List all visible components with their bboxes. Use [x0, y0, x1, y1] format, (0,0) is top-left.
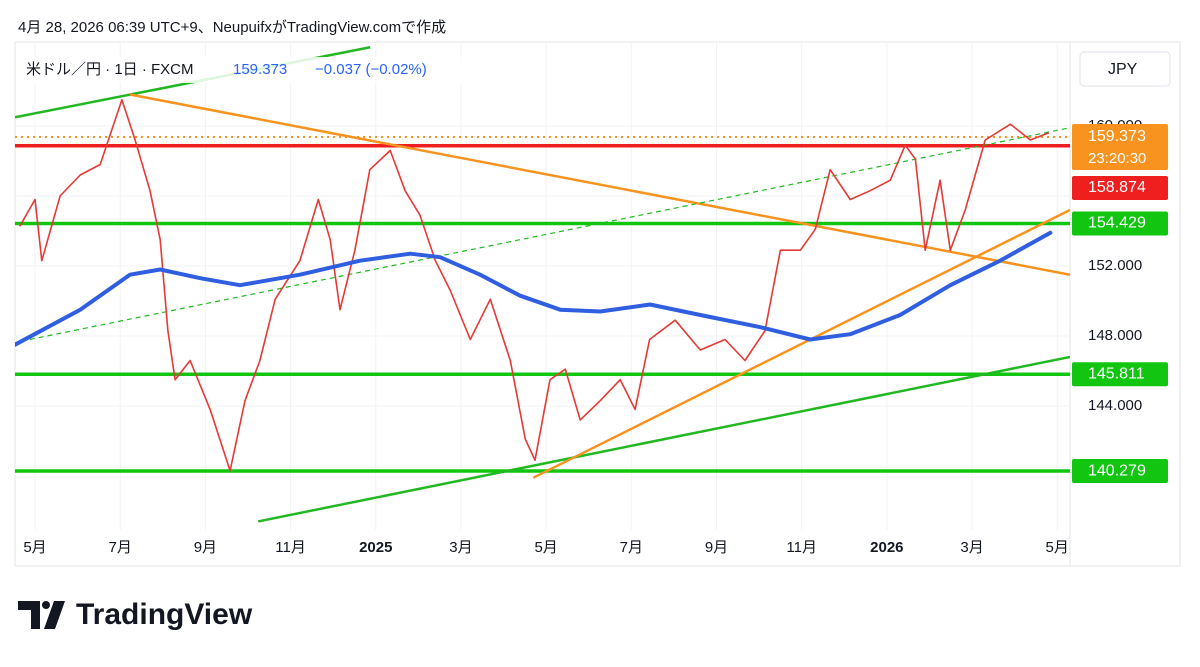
- y-tick-label: 144.000: [1088, 397, 1142, 414]
- trend-line: [257, 355, 1070, 523]
- level-tag: [1072, 362, 1168, 387]
- x-tick-label: 7月: [109, 539, 132, 556]
- level-label: 145.811: [1088, 365, 1145, 382]
- level-label: 158.874: [1088, 179, 1146, 196]
- trend-line: [29, 127, 1070, 341]
- y-tick-label: 152.000: [1088, 257, 1142, 274]
- x-tick-label: 7月: [620, 539, 643, 556]
- x-tick-label: 9月: [705, 539, 728, 556]
- logo-dot: [42, 601, 50, 609]
- frame: [14, 41, 1181, 567]
- trend-line: [532, 208, 1070, 479]
- current-price-label: 159.373: [1088, 128, 1146, 145]
- x-tick-label: 3月: [960, 539, 983, 556]
- y-tick-label: 148.000: [1088, 327, 1142, 344]
- level-tag: [1072, 211, 1168, 236]
- symbol: 米ドル／円 · 1日 · FXCM: [26, 61, 194, 78]
- x-tick-label: 11月: [786, 539, 817, 556]
- current-price-tag: [1072, 123, 1168, 170]
- last-price: 159.373: [233, 61, 287, 78]
- level-label: 154.429: [1088, 215, 1146, 232]
- x-tick-label: 2026: [870, 539, 903, 556]
- trend-line: [129, 93, 1070, 276]
- x-tick-label: 5月: [23, 539, 46, 556]
- x-tick-label: 3月: [449, 539, 472, 556]
- logo-mark: [18, 601, 65, 629]
- level-tag: [1072, 175, 1168, 200]
- header: 4月 28, 2026 06:39 UTC+9、NeupuifxがTrading…: [18, 19, 446, 36]
- currency-box: [1079, 51, 1171, 87]
- legend-bg: [22, 57, 472, 83]
- currency: JPY: [1108, 61, 1138, 78]
- countdown: 23:20:30: [1088, 150, 1146, 167]
- x-tick-label: 5月: [1046, 539, 1069, 556]
- axes: 144.000148.000152.000156.000160.0005月7月9…: [23, 117, 1168, 556]
- level-label: 140.279: [1088, 462, 1146, 479]
- x-tick-label: 2025: [359, 539, 392, 556]
- x-tick-label: 5月: [534, 539, 557, 556]
- level-tag: [1072, 459, 1168, 484]
- plot-area: [15, 42, 1070, 530]
- brand: TradingView: [76, 598, 253, 631]
- change: −0.037 (−0.02%): [315, 61, 427, 78]
- price-line: [19, 98, 1050, 472]
- x-tick-label: 11月: [275, 539, 306, 556]
- moving-average: [15, 230, 1053, 347]
- logo: TradingView: [18, 598, 253, 631]
- x-tick-label: 9月: [194, 539, 217, 556]
